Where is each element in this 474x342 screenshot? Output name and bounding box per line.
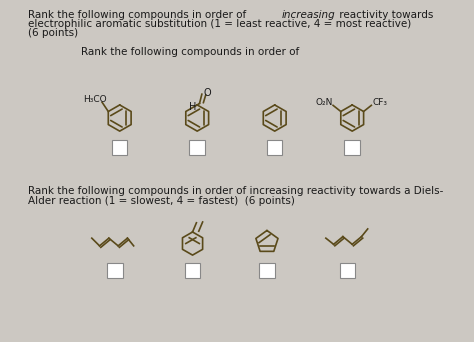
Text: Rank the following compounds in order of            increasing reactivity toward: Rank the following compounds in order of… [81, 47, 474, 57]
Text: CF₃: CF₃ [372, 98, 387, 107]
Text: O₂N: O₂N [316, 98, 333, 107]
Text: increasing: increasing [282, 10, 335, 19]
Text: O: O [203, 88, 211, 98]
Bar [112, 140, 128, 155]
Bar [267, 140, 283, 155]
Text: H₃CO: H₃CO [83, 95, 107, 104]
Text: H: H [189, 102, 196, 112]
Text: Rank the following compounds in order of: Rank the following compounds in order of [28, 10, 249, 19]
Bar [340, 263, 356, 278]
Bar [190, 140, 205, 155]
Text: Rank the following compounds in order of: Rank the following compounds in order of [81, 47, 302, 57]
Text: electrophilic aromatic substitution (1 = least reactive, 4 = most reactive): electrophilic aromatic substitution (1 =… [28, 19, 411, 29]
Bar [107, 263, 123, 278]
Text: Alder reaction (1 = slowest, 4 = fastest)  (6 points): Alder reaction (1 = slowest, 4 = fastest… [28, 196, 295, 206]
Text: reactivity towards: reactivity towards [336, 10, 433, 19]
Text: Rank the following compounds in order of increasing reactivity towards a Diels-: Rank the following compounds in order of… [28, 186, 443, 196]
Bar [185, 263, 201, 278]
Bar [259, 263, 275, 278]
Bar [345, 140, 360, 155]
Text: (6 points): (6 points) [28, 28, 78, 38]
